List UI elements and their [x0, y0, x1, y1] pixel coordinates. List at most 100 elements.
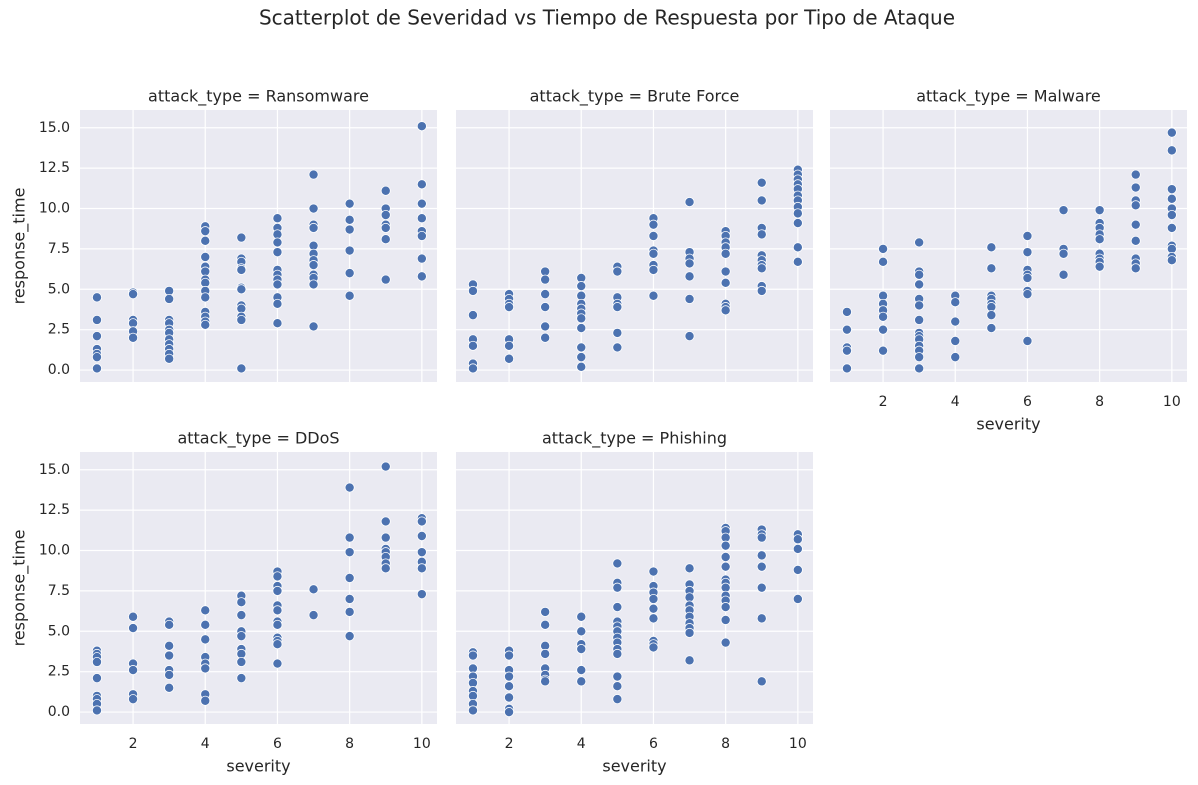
point: [164, 353, 175, 364]
point: [756, 285, 767, 296]
point: [308, 610, 319, 621]
x-tick-label: 6: [649, 736, 658, 752]
point: [272, 585, 283, 596]
point: [648, 219, 659, 230]
point: [380, 516, 391, 527]
point: [612, 327, 623, 338]
point: [236, 363, 247, 374]
point: [878, 243, 889, 254]
x-axis-label: severity: [976, 415, 1040, 434]
point: [914, 269, 925, 280]
point: [986, 323, 997, 334]
point: [1058, 248, 1069, 259]
point: [986, 242, 997, 253]
point: [308, 169, 319, 180]
y-axis-label: response_time: [10, 188, 30, 305]
point: [612, 671, 623, 682]
point: [380, 563, 391, 574]
point: [1166, 209, 1177, 220]
point: [344, 482, 355, 493]
point: [416, 271, 427, 282]
point: [272, 247, 283, 258]
point: [200, 663, 211, 674]
point: [792, 534, 803, 545]
point: [308, 260, 319, 271]
y-tick-label: 2.5: [48, 322, 70, 338]
y-tick-label: 0.0: [48, 362, 70, 378]
point: [576, 342, 587, 353]
y-tick-label: 12.5: [39, 160, 70, 176]
point: [540, 676, 551, 687]
x-tick-label: 4: [577, 736, 586, 752]
x-axis-label: severity: [226, 757, 290, 776]
point: [128, 611, 139, 622]
point: [576, 313, 587, 324]
point: [576, 281, 587, 292]
point: [540, 619, 551, 630]
point: [576, 352, 587, 363]
point: [200, 251, 211, 262]
point: [1130, 235, 1141, 246]
panel: 2 4 6 8 10 attack_type = Phishing severity: [456, 429, 813, 776]
x-tick-label: 10: [1163, 394, 1181, 410]
point: [684, 563, 695, 574]
point: [467, 340, 478, 351]
x-tick-label: 10: [789, 736, 807, 752]
point: [467, 363, 478, 374]
point: [416, 198, 427, 209]
y-tick-label: 7.5: [48, 241, 70, 257]
point: [504, 681, 515, 692]
x-tick-label: 6: [273, 736, 282, 752]
point: [164, 619, 175, 630]
y-tick-label: 15.0: [39, 120, 70, 136]
point: [272, 213, 283, 224]
point: [308, 584, 319, 595]
point: [344, 572, 355, 583]
point: [236, 314, 247, 325]
y-axis-label: response_time: [10, 530, 30, 647]
point: [950, 316, 961, 327]
panel-title: attack_type = Ransomware: [148, 87, 369, 107]
point: [792, 242, 803, 253]
point: [200, 235, 211, 246]
point: [648, 603, 659, 614]
point: [236, 673, 247, 684]
x-tick-label: 8: [345, 736, 354, 752]
point: [272, 318, 283, 329]
point: [236, 597, 247, 608]
point: [504, 707, 515, 718]
point: [504, 692, 515, 703]
point: [416, 213, 427, 224]
point: [914, 300, 925, 311]
point: [380, 209, 391, 220]
point: [164, 293, 175, 304]
point: [272, 571, 283, 582]
point: [380, 185, 391, 196]
point: [648, 264, 659, 275]
point: [1166, 255, 1177, 266]
x-tick-label: 10: [413, 736, 431, 752]
point: [308, 203, 319, 214]
point: [308, 321, 319, 332]
point: [684, 331, 695, 342]
panel-title: attack_type = Phishing: [542, 429, 727, 449]
panel-title: attack_type = DDoS: [177, 429, 339, 449]
point: [612, 648, 623, 659]
y-tick-label: 7.5: [48, 583, 70, 599]
point: [128, 289, 139, 300]
point: [878, 311, 889, 322]
point: [576, 361, 587, 372]
plot-area: [80, 452, 437, 724]
point: [272, 658, 283, 669]
y-tick-label: 15.0: [39, 462, 70, 478]
x-tick-label: 2: [129, 736, 138, 752]
point: [720, 561, 731, 572]
point: [756, 550, 767, 561]
point: [91, 352, 102, 363]
point: [200, 634, 211, 645]
point: [841, 324, 852, 335]
point: [236, 284, 247, 295]
point: [684, 655, 695, 666]
point: [504, 671, 515, 682]
point: [612, 302, 623, 313]
